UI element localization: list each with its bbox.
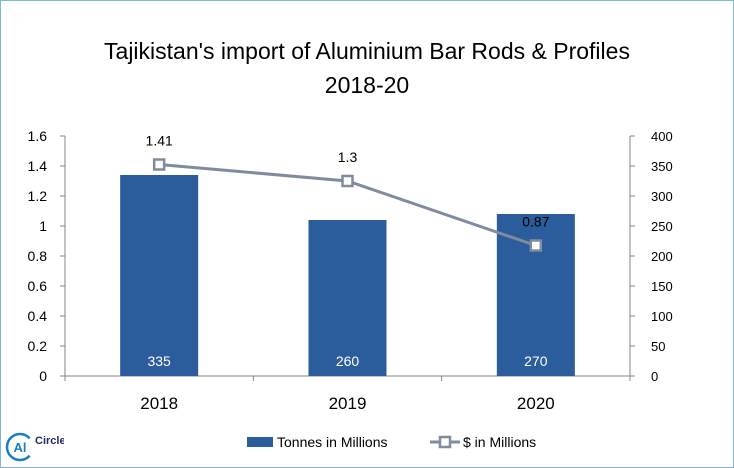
line-data-label: 1.3 xyxy=(338,149,358,165)
bar xyxy=(496,214,575,376)
line-point xyxy=(529,239,543,252)
y-left-tick-label: 0 xyxy=(39,368,47,384)
line-data-label: 0.87 xyxy=(522,214,549,230)
y-left-tick-label: 0.4 xyxy=(28,308,48,324)
y-right-tick-label: 350 xyxy=(651,159,673,174)
y-right-tick-label: 300 xyxy=(651,189,673,204)
y-right-tick-label: 200 xyxy=(651,249,673,264)
y-right-tick-label: 250 xyxy=(651,219,673,234)
y-left-tick-label: 0.2 xyxy=(28,338,48,354)
y-left-tick-label: 1 xyxy=(39,218,47,234)
legend-line-marker xyxy=(438,435,452,449)
y-left-tick-label: 0.6 xyxy=(28,278,48,294)
legend-line-label: $ in Millions xyxy=(463,434,536,450)
line-point xyxy=(341,174,354,188)
bar-data-label: 335 xyxy=(147,353,171,369)
y-left-tick-label: 1.2 xyxy=(28,188,48,204)
svg-text:Circle: Circle xyxy=(35,435,64,447)
x-tick-label: 2018 xyxy=(140,394,178,413)
y-right-tick-label: 400 xyxy=(651,129,673,144)
bar-data-label: 260 xyxy=(336,353,360,369)
x-tick-label: 2020 xyxy=(517,394,555,413)
line-data-label: 1.41 xyxy=(146,133,173,149)
y-left-tick-label: 1.4 xyxy=(28,158,48,174)
svg-text:Al: Al xyxy=(14,440,27,455)
y-left-tick-label: 1.6 xyxy=(28,128,48,144)
line-point xyxy=(152,158,166,171)
x-tick-label: 2019 xyxy=(329,394,367,413)
bar-data-label: 270 xyxy=(524,353,548,369)
legend-bar-swatch xyxy=(247,437,273,447)
y-right-tick-label: 100 xyxy=(651,309,673,324)
alcircle-logo: Al Circle xyxy=(5,432,64,462)
y-left-tick-label: 0.8 xyxy=(28,248,48,264)
y-right-tick-label: 150 xyxy=(651,279,673,294)
chart-subtitle: 2018-20 xyxy=(324,72,410,98)
chart-title: Tajikistan's import of Aluminium Bar Rod… xyxy=(104,38,630,64)
y-right-tick-label: 50 xyxy=(651,339,665,354)
bar xyxy=(120,175,199,376)
y-right-tick-label: 0 xyxy=(651,369,658,384)
legend-bar-label: Tonnes in Millions xyxy=(277,434,388,450)
bar xyxy=(308,220,387,376)
